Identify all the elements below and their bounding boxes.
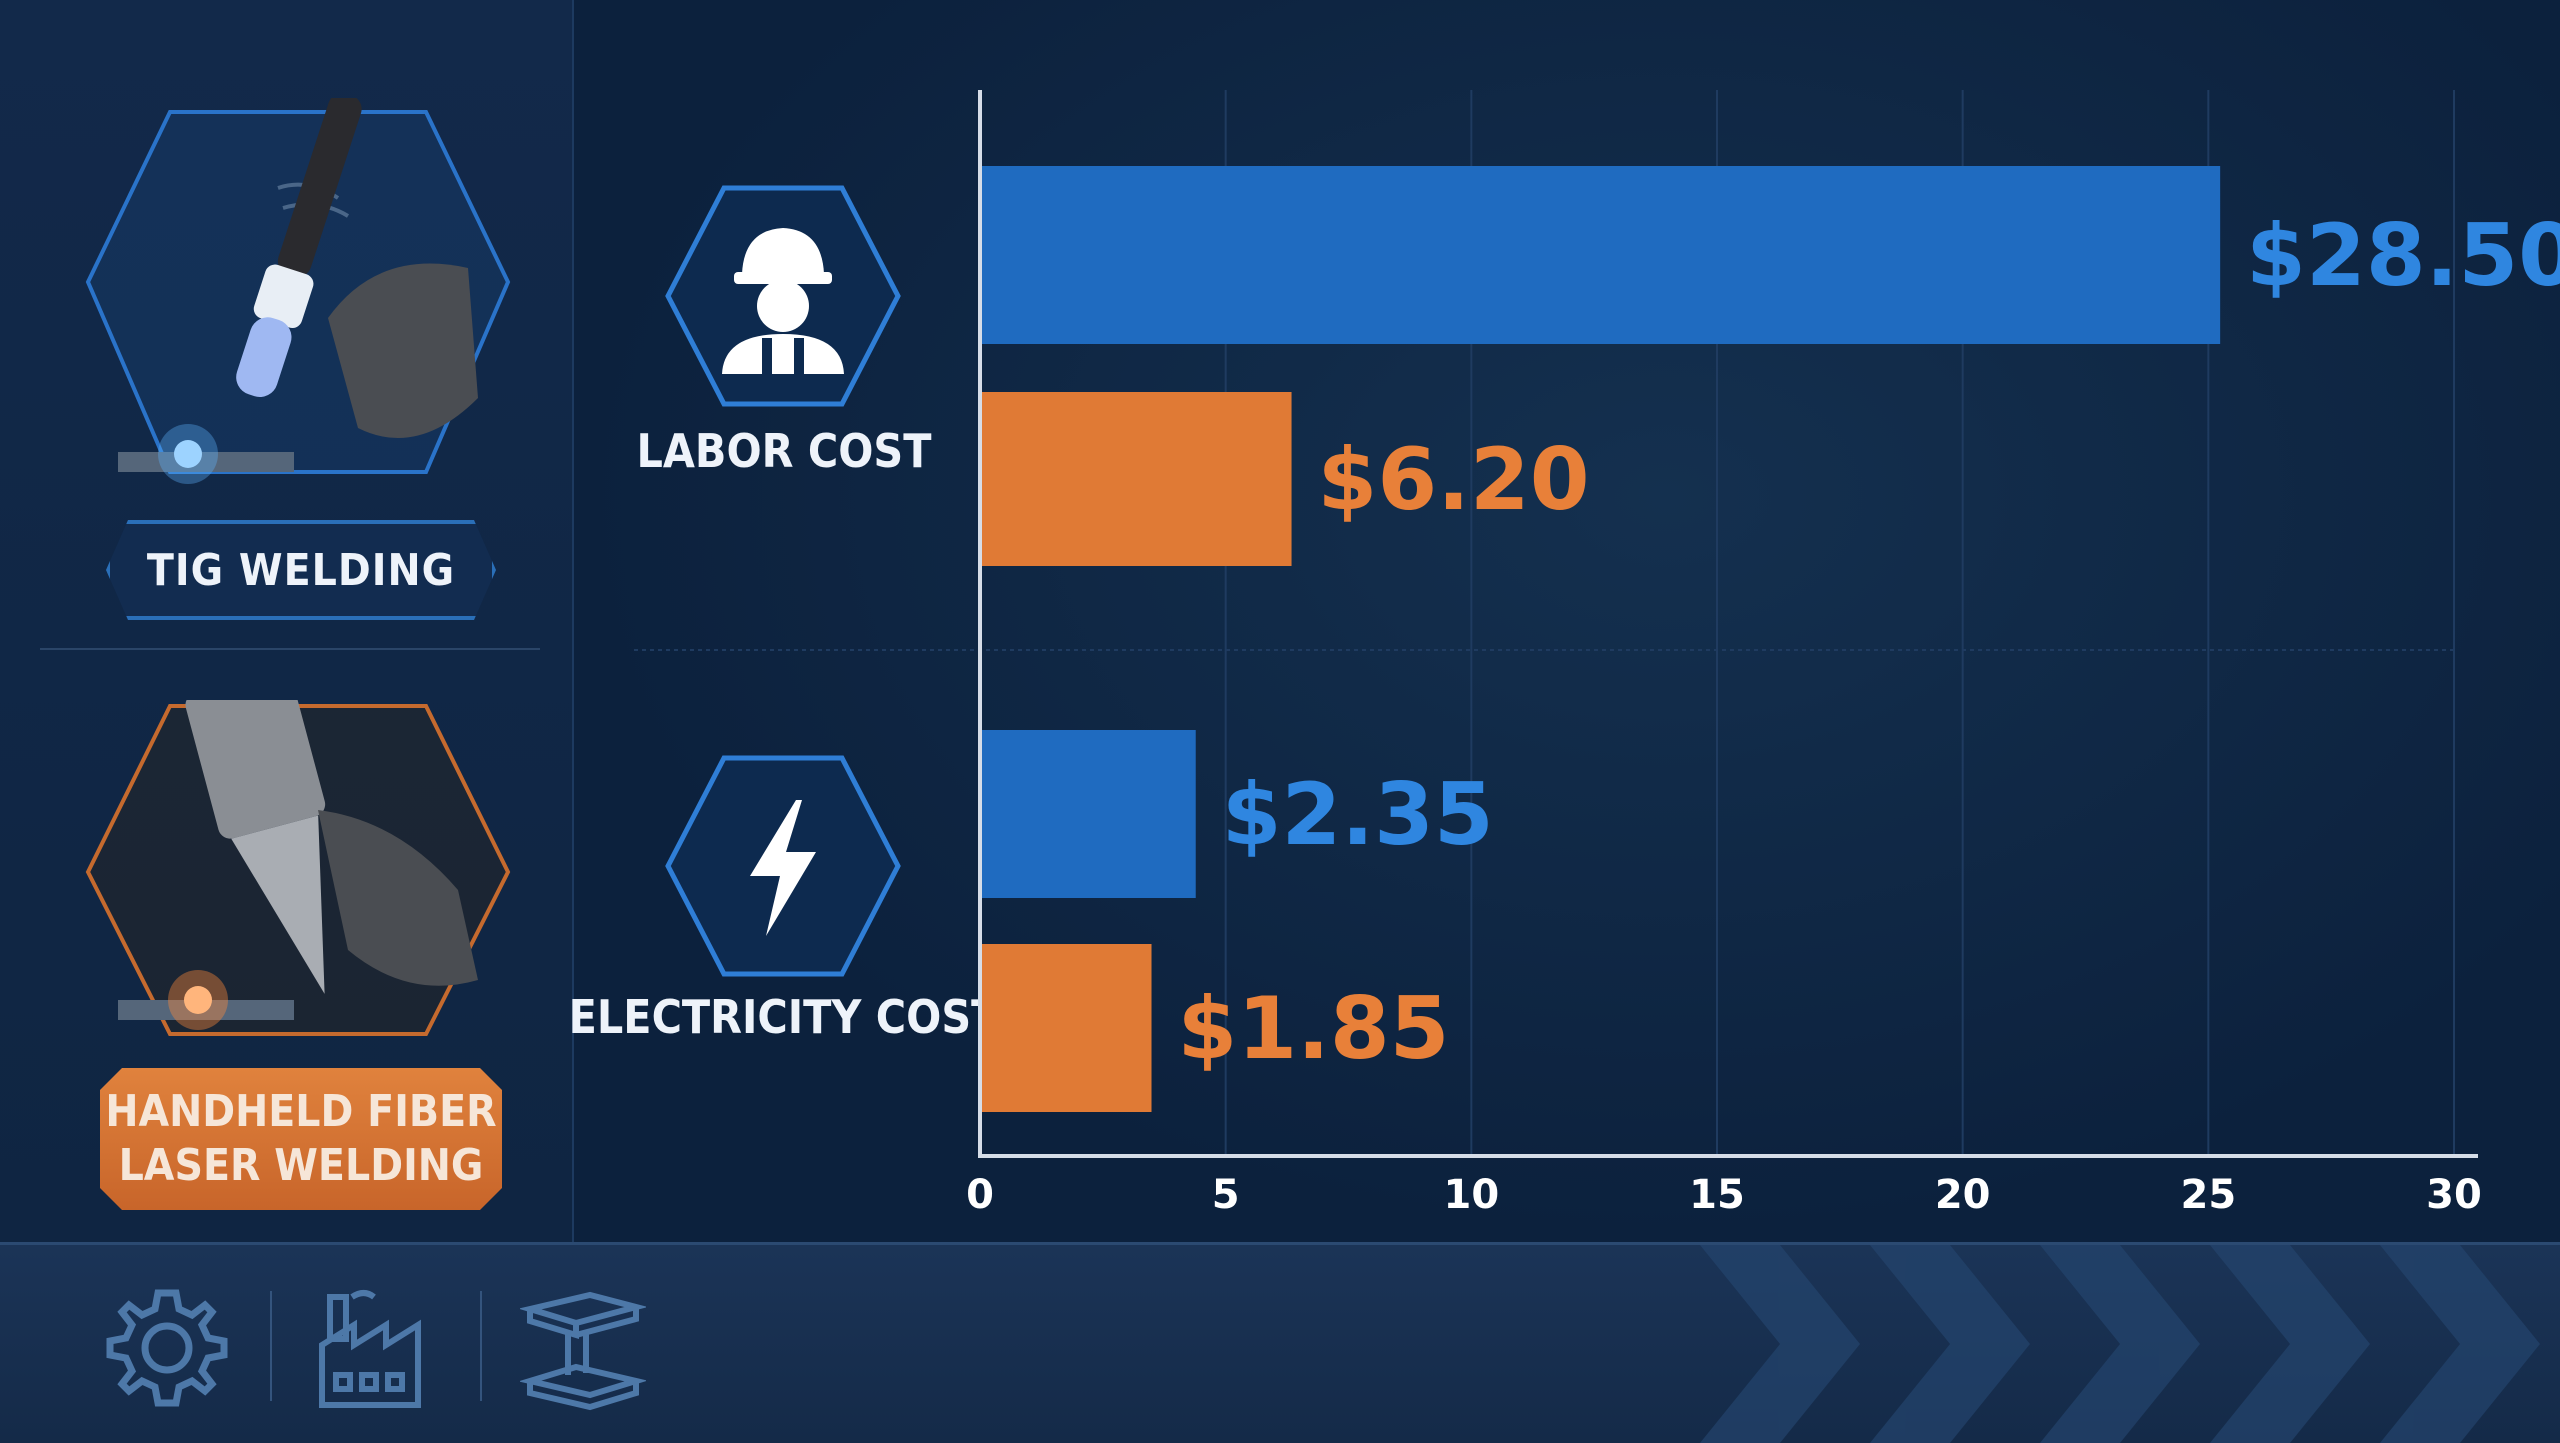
labor-cost-label: LABOR COST <box>636 424 932 478</box>
chevron-pattern-decoration <box>1700 1245 2540 1443</box>
toolbar-separator <box>270 1291 272 1401</box>
electricity-cost-label: ELECTRICITY COST <box>568 990 1000 1044</box>
bar <box>982 166 2221 344</box>
x-tick-label: 25 <box>2180 1172 2236 1218</box>
bar-value-label: $28.50 <box>2246 206 2560 306</box>
bar-value-label: $2.35 <box>1222 765 1494 865</box>
x-tick-label: 20 <box>1935 1172 1991 1218</box>
process-legend-panel: TIG WELDING HANDHELD FIBER LASER WELDING <box>0 0 574 1242</box>
bar <box>982 392 1292 566</box>
x-tick-label: 30 <box>2426 1172 2482 1218</box>
handheld-fiber-laser-welding-label: HANDHELD FIBER LASER WELDING <box>100 1068 502 1210</box>
bar-value-label: $6.20 <box>1318 430 1590 530</box>
tig-torch-icon <box>85 98 511 484</box>
steel-beam-icon[interactable] <box>520 1285 646 1411</box>
cost-comparison-bar-chart: $28.50 $6.20 $2.35 $1.85 0 5 10 15 20 25 30 <box>634 90 2560 1218</box>
toolbar-separator <box>480 1291 482 1401</box>
chart-panel: LABOR COST ELECTRICITY COST $28.50 $6.20 $… <box>569 0 2560 1242</box>
legend-divider <box>40 648 540 650</box>
bar-value-label: $1.85 <box>1178 979 1450 1079</box>
bar <box>982 944 1152 1112</box>
x-tick-label: 5 <box>1212 1172 1240 1218</box>
tig-welding-label: TIG WELDING <box>106 520 496 620</box>
x-tick-label: 15 <box>1689 1172 1745 1218</box>
fiber-laser-gun-icon <box>85 700 511 1036</box>
x-tick-label: 10 <box>1443 1172 1499 1218</box>
factory-icon[interactable] <box>316 1285 442 1411</box>
worker-hardhat-icon <box>665 185 901 407</box>
lightning-bolt-icon <box>665 755 901 977</box>
bar <box>982 730 1196 898</box>
x-tick-label: 0 <box>966 1172 994 1218</box>
gear-icon[interactable] <box>104 1285 230 1411</box>
bottom-toolbar <box>0 1242 2560 1443</box>
